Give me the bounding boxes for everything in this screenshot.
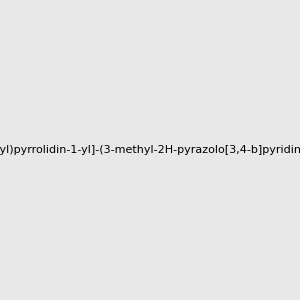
Text: [2-(4-chlorophenyl)pyrrolidin-1-yl]-(3-methyl-2H-pyrazolo[3,4-b]pyridin-5-yl)met: [2-(4-chlorophenyl)pyrrolidin-1-yl]-(3-m… bbox=[0, 145, 300, 155]
